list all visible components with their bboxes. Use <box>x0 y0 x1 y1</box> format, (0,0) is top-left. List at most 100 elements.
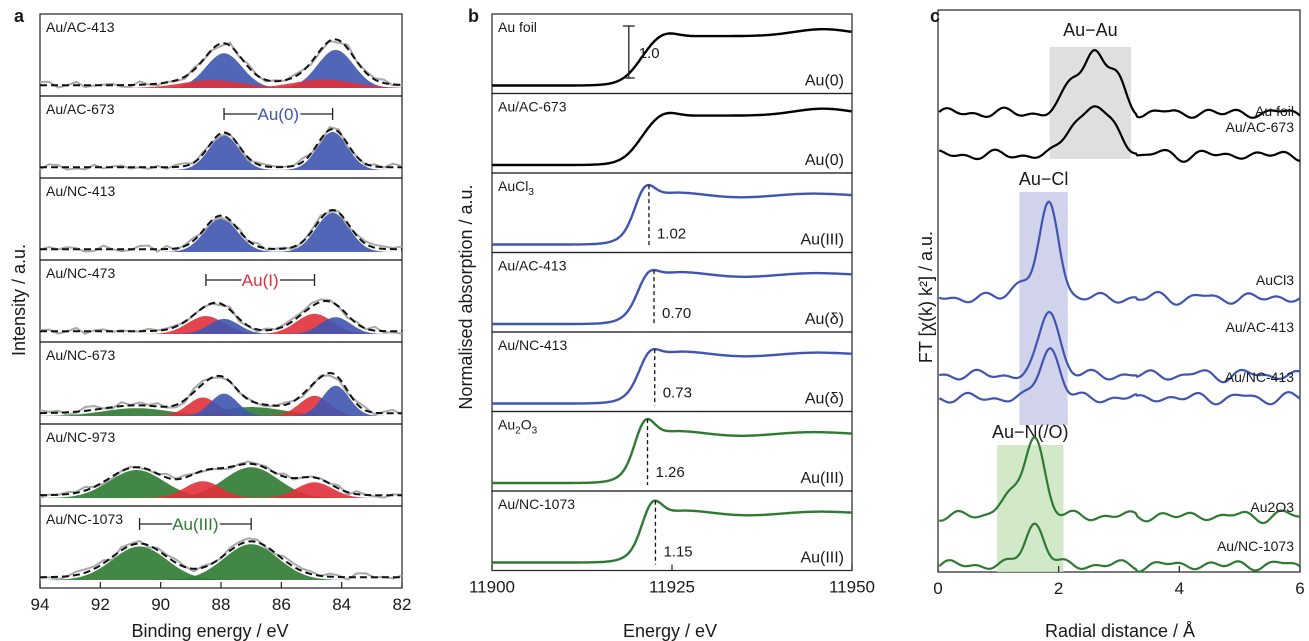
oxidation-state: Au(0) <box>805 152 844 169</box>
xanes-curve <box>492 107 852 167</box>
xps-peak-aui <box>40 79 402 88</box>
region-label-aucl: Au−Cl <box>1019 169 1069 189</box>
exafs-curve <box>938 347 1301 406</box>
label-part: Au/AC-673 <box>498 99 567 115</box>
xps-fit-envelope <box>40 300 402 333</box>
xps-peak-auiii <box>40 470 402 498</box>
xps-xtick-label: 82 <box>393 595 412 614</box>
xanes-sample-label: Au/AC-413 <box>498 258 567 274</box>
annotation-au1: Au(I) <box>242 271 279 290</box>
xanes-curve <box>492 348 852 405</box>
xanes-xtick-label: 11950 <box>829 578 875 597</box>
label-subscript: 2 <box>515 426 521 437</box>
label-part: AuCl <box>498 178 528 194</box>
exafs-frame <box>937 9 1301 573</box>
xps-xtick-label: 88 <box>212 595 231 614</box>
xps-fit-envelope <box>40 371 402 415</box>
xps-peak-au0 <box>40 53 402 88</box>
xps-sample-label: Au/NC-673 <box>46 347 115 363</box>
oxidation-state: Au(δ) <box>805 311 844 328</box>
xanes-sample-label: Au foil <box>498 19 537 35</box>
label-part: Au/AC-413 <box>498 258 567 274</box>
scale-bar-label: 1.0 <box>639 45 660 62</box>
xps-sample-label: Au/NC-1073 <box>46 511 123 527</box>
xps-peak-aui <box>40 482 402 498</box>
xps-peak-au0 <box>40 318 402 334</box>
xps-peak-au0 <box>40 49 402 88</box>
oxidation-state: Au(III) <box>800 470 844 487</box>
xps-peak-au0 <box>40 218 402 252</box>
xps-raw-data <box>39 374 403 416</box>
exafs-xtick-label: 2 <box>1054 579 1063 598</box>
exafs-curve-label: Au foil <box>1255 103 1294 119</box>
xanes-box-1 <box>491 13 853 95</box>
oxidation-state: Au(III) <box>800 232 844 249</box>
exafs-curve-label: Au/AC-673 <box>1226 119 1295 135</box>
exafs-curve <box>938 48 1301 119</box>
exafs-curve-label: Au/NC-413 <box>1225 369 1294 385</box>
panel-b-label: b <box>468 6 479 26</box>
xps-fit-envelope <box>40 38 403 87</box>
white-line-value: 1.02 <box>657 226 686 243</box>
xps-peak-au0 <box>40 135 402 170</box>
exafs-xtick-label: 0 <box>933 579 942 598</box>
panel-a: a Au/AC-413 Au/AC-673 Au(0) Au/NC-413 Au/NC-… <box>9 6 411 641</box>
xps-peak-au0 <box>40 212 402 252</box>
panel-b-xlabel: Energy / eV <box>623 621 717 641</box>
label-part: Au/NC-413 <box>498 337 567 353</box>
oxidation-state: Au(0) <box>805 73 844 90</box>
xanes-curve <box>492 28 852 87</box>
xps-sample-label: Au/AC-413 <box>46 19 115 35</box>
panel-a-xlabel: Binding energy / eV <box>131 621 288 641</box>
xanes-xtick-label: 11900 <box>469 578 515 597</box>
xps-xtick-label: 84 <box>332 595 351 614</box>
xps-raw-data <box>39 298 403 335</box>
exafs-curve <box>938 200 1301 306</box>
white-line-value: 1.15 <box>663 544 692 561</box>
xps-peak-auiii <box>40 467 402 498</box>
xps-peak-auiii <box>40 408 402 416</box>
annotation-au3: Au(III) <box>172 515 218 534</box>
oxidation-state: Au(δ) <box>805 391 844 408</box>
exafs-curve <box>938 522 1301 573</box>
xps-fit-envelope <box>40 462 402 497</box>
xps-peak-auiii <box>40 546 402 580</box>
white-line-value: 0.73 <box>663 385 692 402</box>
xps-fit-envelope <box>40 208 402 251</box>
xanes-curve <box>492 417 852 485</box>
xps-xtick-label: 92 <box>91 595 110 614</box>
xanes-sample-label: Au2O3 <box>498 417 538 437</box>
label-part: O <box>521 417 532 433</box>
white-line-value: 0.70 <box>662 305 691 322</box>
oxidation-state: Au(III) <box>800 550 844 567</box>
xps-sample-label: Au/NC-413 <box>46 183 115 199</box>
xps-xtick-label: 86 <box>272 595 291 614</box>
panel-b: b Au foil Au(0) 1.0 Au/AC-673 Au(0) AuCl3 Au(I… <box>456 6 875 641</box>
xanes-sample-label: Au/AC-673 <box>498 99 567 115</box>
exafs-curve <box>939 310 1301 384</box>
xps-sample-label: Au/NC-973 <box>46 429 115 445</box>
panel-a-ylabel: Intensity / a.u. <box>9 244 29 356</box>
panel-a-label: a <box>14 6 25 26</box>
exafs-curve-label: Au2O3 <box>1250 499 1294 515</box>
xanes-sample-label: Au/NC-1073 <box>498 496 575 512</box>
label-subscript: 3 <box>528 187 534 198</box>
region-aucl <box>1019 192 1068 425</box>
exafs-xtick-label: 6 <box>1295 579 1304 598</box>
exafs-curve <box>939 436 1301 525</box>
xanes-curve <box>492 183 852 246</box>
xps-peak-aui <box>40 80 402 88</box>
xanes-sample-label: Au/NC-413 <box>498 337 567 353</box>
xps-sample-label: Au/AC-673 <box>46 101 115 117</box>
xanes-xtick-label: 11925 <box>649 578 695 597</box>
exafs-curve-label: AuCl3 <box>1256 272 1294 288</box>
exafs-curve-label: Au/NC-1073 <box>1217 538 1294 554</box>
xps-fit-envelope <box>40 128 402 169</box>
white-line-value: 1.26 <box>656 464 685 481</box>
xps-sample-label: Au/NC-473 <box>46 265 115 281</box>
xps-xtick-label: 90 <box>151 595 170 614</box>
xps-peak-au0 <box>40 131 402 170</box>
exafs-xtick-label: 4 <box>1175 579 1184 598</box>
